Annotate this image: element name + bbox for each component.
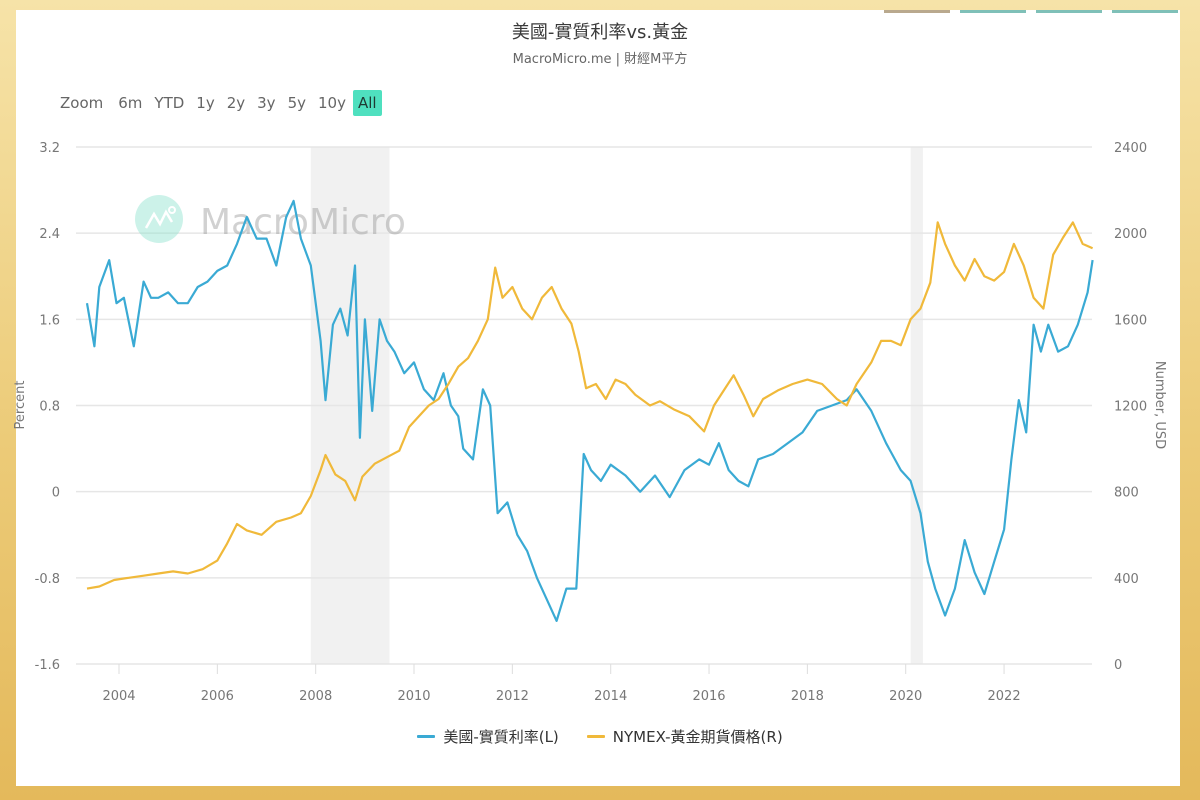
- chart-title: 美國-實質利率vs.黃金: [511, 22, 689, 43]
- gridlines: [76, 146, 1092, 665]
- legend: 美國-實質利率(L) NYMEX-黃金期貨價格(R): [0, 726, 1200, 747]
- y-left-tick: -1.6: [35, 658, 60, 673]
- y-right-tick: 2400: [1114, 141, 1147, 156]
- legend-item-gold[interactable]: NYMEX-黃金期貨價格(R): [586, 726, 783, 747]
- x-tick: 2010: [397, 689, 430, 704]
- y-axis-left-label: Percent: [13, 381, 28, 430]
- y-right-tick: 1200: [1114, 400, 1147, 415]
- toolbar-button-3[interactable]: [1036, 10, 1102, 13]
- toolbar-button-2[interactable]: [960, 10, 1026, 13]
- x-tick: 2016: [692, 689, 725, 704]
- y-left-tick: 2.4: [39, 227, 60, 242]
- chart-frame: [16, 10, 1180, 786]
- macromicro-logo-icon: [135, 195, 183, 243]
- range-button-ytd[interactable]: YTD: [154, 94, 185, 112]
- range-button-5y[interactable]: 5y: [287, 94, 306, 112]
- x-tick: 2020: [889, 689, 922, 704]
- axes: 3.2 2400 2.4 2000 1.6 1600 0.8 1200 0 800 -0.8 400 -…: [35, 141, 1147, 704]
- y-axis-right-label: Number, USD: [1152, 361, 1167, 449]
- range-button-all[interactable]: All: [352, 90, 382, 116]
- range-selector: Zoom 6m YTD 1y 2y 3y 5y 10y All: [60, 90, 384, 116]
- series-lines: [85, 199, 1094, 623]
- x-tick: 2014: [594, 689, 627, 704]
- watermark: MacroMicro: [135, 195, 406, 243]
- y-left-tick: -0.8: [35, 572, 60, 587]
- series-gold-price[interactable]: [86, 221, 1094, 590]
- x-tick: 2004: [102, 689, 135, 704]
- y-right-tick: 2000: [1114, 227, 1147, 242]
- range-button-3y[interactable]: 3y: [257, 94, 276, 112]
- legend-label-real-rate: 美國-實質利率(L): [443, 728, 559, 746]
- y-right-tick: 400: [1114, 572, 1139, 587]
- legend-item-real-rate[interactable]: 美國-實質利率(L): [417, 726, 559, 747]
- toolbar-button-4[interactable]: [1112, 10, 1178, 13]
- range-button-10y[interactable]: 10y: [317, 94, 346, 112]
- y-left-tick: 1.6: [39, 313, 60, 328]
- y-left-tick: 3.2: [39, 141, 60, 156]
- x-tick: 2022: [988, 689, 1021, 704]
- x-tick: 2006: [201, 689, 234, 704]
- range-label: Zoom: [60, 94, 104, 112]
- y-left-tick: 0: [52, 486, 60, 501]
- range-button-6m[interactable]: 6m: [118, 94, 143, 112]
- range-button-1y[interactable]: 1y: [196, 94, 215, 112]
- y-right-tick: 800: [1114, 486, 1139, 501]
- y-right-tick: 1600: [1114, 313, 1147, 328]
- y-right-tick: 0: [1114, 658, 1122, 673]
- series-real-rate[interactable]: [85, 199, 1094, 623]
- chart-subtitle: MacroMicro.me | 財經M平方: [512, 52, 688, 67]
- x-tick: 2018: [791, 689, 824, 704]
- range-button-2y[interactable]: 2y: [226, 94, 246, 112]
- x-tick: 2012: [496, 689, 529, 704]
- legend-label-gold: NYMEX-黃金期貨價格(R): [612, 728, 783, 746]
- legend-swatch-blue: [417, 735, 436, 738]
- x-tick: 2008: [299, 689, 332, 704]
- watermark-text: MacroMicro: [200, 202, 406, 243]
- y-left-tick: 0.8: [39, 400, 60, 415]
- toolbar-button-1[interactable]: [884, 10, 950, 13]
- legend-swatch-gold: [586, 735, 605, 738]
